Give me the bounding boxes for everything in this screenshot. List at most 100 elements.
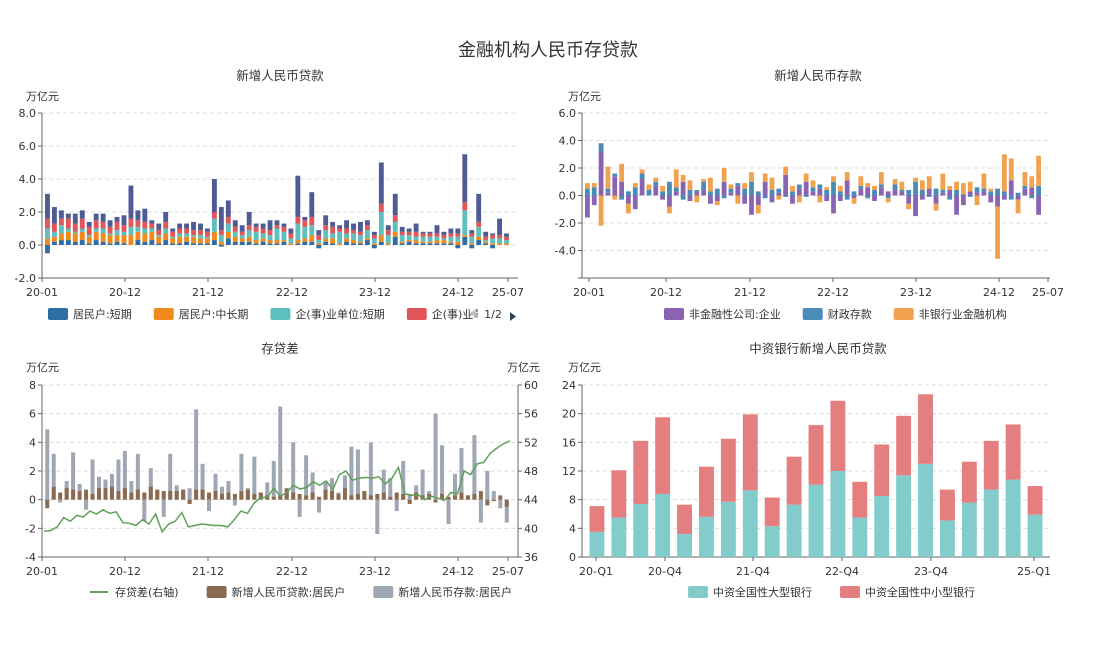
bar-segment [211, 231, 217, 241]
bar-segment [323, 238, 329, 242]
bar-segment [281, 240, 287, 242]
legend-label[interactable]: 居民户:短期 [73, 307, 132, 321]
chart-title: 中资银行新增人民币贷款 [749, 341, 887, 356]
legend-item[interactable]: 存贷差(右轴) [90, 585, 179, 599]
bar-segment [337, 228, 343, 232]
bar [84, 499, 89, 510]
bar-segment [420, 241, 426, 244]
bar-segment [490, 235, 496, 239]
bar-segment [469, 230, 475, 234]
bar-segment [65, 218, 71, 229]
bar-segment [128, 218, 134, 227]
bar-segment [612, 173, 618, 177]
bar-segment [191, 230, 196, 236]
bar-segment [45, 193, 50, 219]
legend-label[interactable]: 企(事)业单位:短期 [295, 307, 384, 321]
y-tick-label: 8.0 [19, 107, 37, 120]
bar [245, 489, 250, 500]
y-axis-unit: 万亿元 [568, 90, 601, 103]
bar-segment [406, 231, 412, 236]
bar-segment [177, 228, 183, 234]
bar-segment [899, 181, 905, 190]
bar-segment [121, 225, 127, 232]
bar [291, 442, 296, 500]
legend-swatch [270, 308, 291, 320]
bar [187, 499, 192, 504]
bar-segment [302, 238, 308, 242]
legend-item[interactable]: 新增人民币贷款:居民户 [206, 585, 346, 599]
y-tick-label: 8 [569, 494, 576, 507]
y-axis-unit: 万亿元 [26, 90, 59, 103]
bar-segment [225, 200, 231, 217]
legend-item[interactable]: 中资全国性大型银行 [688, 585, 812, 599]
bar-segment [612, 195, 618, 200]
bar-segment [93, 220, 99, 229]
legend-item[interactable]: 居民户:中长期 [153, 307, 249, 321]
legend-item[interactable]: 非金融性公司:企业 [664, 307, 781, 321]
legend-label[interactable]: 非金融性公司:企业 [689, 307, 781, 321]
bar [194, 409, 199, 500]
legend-swatch [206, 586, 227, 598]
bar [58, 499, 63, 503]
bar-segment [851, 195, 857, 199]
bar [317, 496, 322, 500]
bar-segment [378, 203, 384, 212]
bar-segment [239, 235, 245, 239]
bar-segment [427, 231, 433, 234]
bar-segment [260, 223, 266, 229]
bar-segment [364, 225, 370, 231]
bar-segment [288, 243, 294, 245]
bar-segment [476, 221, 482, 227]
bar [142, 492, 147, 500]
y-tick-label-right: 56 [524, 408, 538, 421]
legend-item[interactable]: 企(事)业单位:短期 [270, 307, 385, 321]
bar-segment [323, 230, 329, 239]
bar-segment [232, 241, 238, 245]
bar-segment [728, 192, 734, 196]
bar-segment [72, 223, 78, 232]
legend-next-icon[interactable] [510, 312, 516, 321]
legend-label[interactable]: 新增人民币存款:居民户 [398, 585, 512, 599]
legend-item[interactable]: 中资全国性中小型银行 [840, 585, 975, 599]
bar [375, 493, 380, 500]
legend-label[interactable]: 中资全国性大型银行 [713, 585, 812, 599]
bar-segment [371, 243, 377, 245]
legend-label[interactable]: 中资全国性中小型银行 [865, 585, 975, 599]
bar-segment [378, 241, 384, 245]
legend-label[interactable]: 存贷差(右轴) [115, 585, 179, 599]
legend-label[interactable]: 企(事)业单位:中长期 [432, 307, 532, 321]
bar-segment [1008, 158, 1014, 181]
bar [284, 488, 289, 500]
legend-label[interactable]: 居民户:中长期 [179, 307, 249, 321]
bar-segment [708, 177, 713, 192]
legend-item[interactable]: 新增人民币存款:居民户 [373, 585, 512, 599]
bar-segment [399, 231, 405, 236]
legend-label[interactable]: 新增人民币贷款:居民户 [232, 585, 346, 599]
bar-segment [191, 235, 196, 237]
x-tick-label: 21-12 [734, 286, 766, 299]
bar-segment [714, 195, 720, 201]
y-tick-label: 16 [562, 436, 576, 449]
legend-item[interactable]: 企(事)业单位:中长期 [406, 307, 532, 321]
legend-item[interactable]: 居民户:短期 [48, 307, 132, 321]
bar-segment [149, 223, 155, 229]
legend-prev-icon[interactable] [470, 309, 476, 318]
bar-segment [65, 240, 71, 245]
bar-segment [399, 241, 405, 244]
bar-segment [701, 179, 707, 182]
bar-segment [598, 151, 604, 196]
bar-segment [954, 190, 959, 196]
bar [297, 499, 302, 517]
legend-label[interactable]: 非银行业金融机构 [919, 307, 1007, 321]
legend-item[interactable]: 财政存款 [802, 307, 872, 321]
bar-segment [309, 235, 315, 242]
legend-label[interactable]: 财政存款 [828, 307, 872, 321]
bar [168, 453, 173, 500]
y-tick-label: 6.0 [19, 140, 37, 153]
bar-segment [694, 190, 700, 192]
bar-segment [504, 243, 509, 245]
legend-item[interactable]: 非银行业金融机构 [893, 307, 1007, 321]
legend-swatch [840, 586, 860, 598]
bar-segment [790, 185, 795, 192]
